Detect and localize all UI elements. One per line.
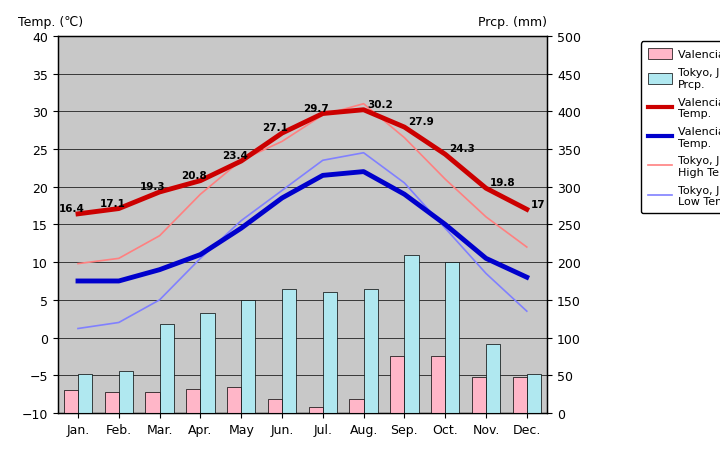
Bar xyxy=(145,392,160,413)
Bar xyxy=(364,289,378,413)
Bar xyxy=(323,293,337,413)
Text: 23.4: 23.4 xyxy=(222,151,248,161)
Text: Prcp. (mm): Prcp. (mm) xyxy=(478,16,547,29)
Bar xyxy=(186,389,200,413)
Text: 20.8: 20.8 xyxy=(181,170,207,180)
Text: 17.1: 17.1 xyxy=(99,198,125,208)
Text: 27.1: 27.1 xyxy=(263,123,289,133)
Bar xyxy=(486,344,500,413)
Bar xyxy=(349,399,364,413)
Bar xyxy=(472,377,486,413)
Bar xyxy=(431,357,445,413)
Text: 24.3: 24.3 xyxy=(449,144,475,154)
Bar xyxy=(200,313,215,413)
Bar xyxy=(104,392,119,413)
Bar xyxy=(160,324,174,413)
Text: 16.4: 16.4 xyxy=(58,204,84,213)
Text: Temp. (℃): Temp. (℃) xyxy=(19,16,84,29)
Text: 19.3: 19.3 xyxy=(140,182,166,192)
Text: 29.7: 29.7 xyxy=(303,103,329,113)
Text: 17: 17 xyxy=(531,199,546,209)
Bar xyxy=(78,374,92,413)
Bar xyxy=(268,399,282,413)
Bar xyxy=(119,371,133,413)
Bar xyxy=(390,357,405,413)
Bar xyxy=(405,255,418,413)
Text: 19.8: 19.8 xyxy=(490,178,516,188)
Bar xyxy=(513,377,527,413)
Bar xyxy=(63,391,78,413)
Bar xyxy=(445,263,459,413)
Bar xyxy=(527,374,541,413)
Legend: Valencia Prcp., Tokyo, Japan
Prcp., Valencia High
Temp., Valencia Low
Temp., Tok: Valencia Prcp., Tokyo, Japan Prcp., Vale… xyxy=(641,42,720,213)
Text: 30.2: 30.2 xyxy=(368,100,394,110)
Bar xyxy=(241,300,256,413)
Bar xyxy=(282,289,297,413)
Text: 27.9: 27.9 xyxy=(408,117,434,127)
Bar xyxy=(227,387,241,413)
Bar xyxy=(308,407,323,413)
